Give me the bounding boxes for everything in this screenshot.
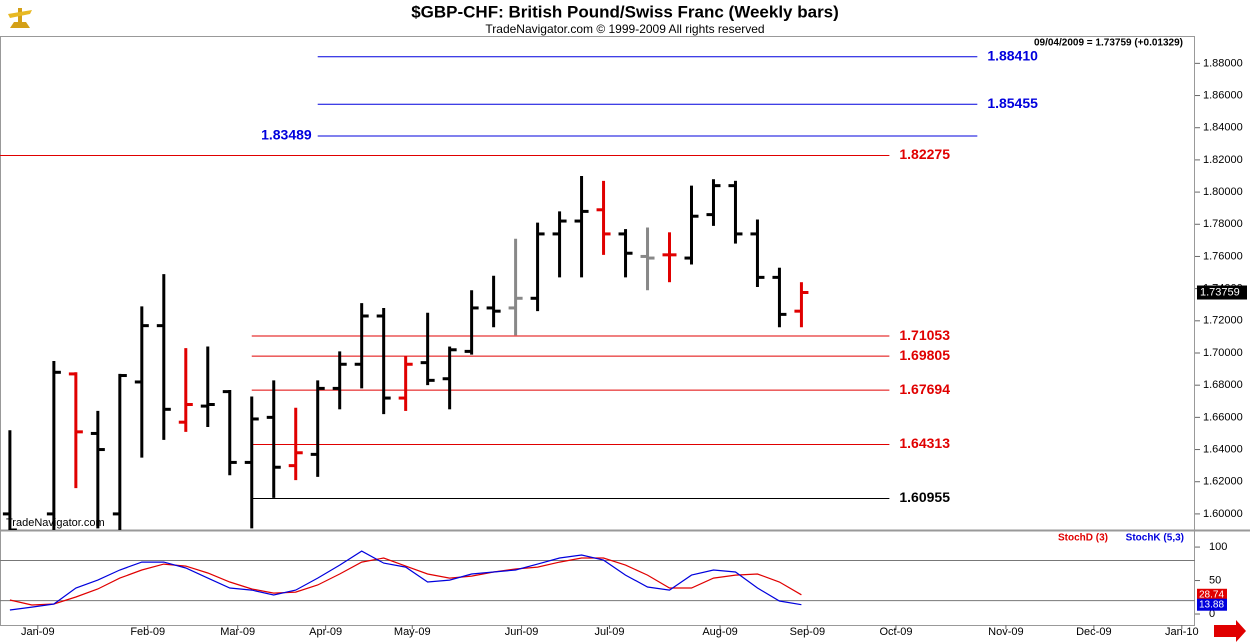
x-tick-label: Mar-09 (220, 626, 255, 638)
y-tick-label: 1.84000 (1203, 122, 1243, 134)
y-tick-label: 1.68000 (1203, 379, 1243, 391)
x-tick-label: Apr-09 (309, 626, 342, 638)
x-tick-label: Jan-09 (21, 626, 55, 638)
y-tick-label: 1.82000 (1203, 154, 1243, 166)
level-label: 1.83489 (261, 127, 312, 143)
last-price-annotation: 09/04/2009 = 1.73759 (+0.01329) (1034, 38, 1183, 49)
y-tick-label: 1.88000 (1203, 57, 1243, 69)
y-tick-label: 1.70000 (1203, 347, 1243, 359)
y-tick-label: 0 (1209, 608, 1215, 620)
series-line (9, 550, 802, 611)
x-tick-label: Jun-09 (505, 626, 539, 638)
chart-title: $GBP-CHF: British Pound/Swiss Franc (Wee… (411, 2, 839, 21)
chart-subtitle: TradeNavigator.com © 1999-2009 All right… (485, 22, 764, 36)
x-tick-label: Jul-09 (594, 626, 624, 638)
x-tick-label: Nov-09 (988, 626, 1023, 638)
last-price-box (1197, 285, 1247, 300)
plot-frame (0, 36, 1195, 626)
last-value-label: 28.74 (1199, 589, 1224, 600)
logo (8, 8, 32, 28)
y-tick-label: 1.86000 (1203, 89, 1243, 101)
level-label: 1.71053 (899, 327, 950, 343)
x-tick-label: Dec-09 (1076, 626, 1111, 638)
stochastic-panel (0, 550, 1195, 611)
level-label: 1.85455 (987, 95, 1038, 111)
y-tick-label: 50 (1209, 574, 1221, 586)
y-tick-label: 1.66000 (1203, 411, 1243, 423)
level-label: 1.64313 (899, 435, 950, 451)
y-tick-label: 1.72000 (1203, 315, 1243, 327)
x-tick-label: Feb-09 (130, 626, 165, 638)
y-tick-label: 100 (1209, 541, 1227, 553)
y-tick-label: 1.64000 (1203, 443, 1243, 455)
level-label: 1.60955 (899, 489, 950, 505)
last-value-box (1197, 588, 1227, 601)
scroll-arrow[interactable] (1214, 620, 1246, 642)
x-tick-label: Sep-09 (790, 626, 825, 638)
y-tick-label: 1.76000 (1203, 250, 1243, 262)
y-tick-label: 1.78000 (1203, 218, 1243, 230)
level-label: 1.88410 (987, 47, 1038, 63)
x-tick-label: Jan-10 (1165, 626, 1199, 638)
legend-entry: StochK (5,3) (1126, 533, 1184, 544)
x-tick-label: Aug-09 (702, 626, 737, 638)
series-line (9, 557, 802, 606)
legend-entry: StochD (3) (1058, 533, 1108, 544)
last-value-box (1197, 598, 1227, 611)
x-tick-label: May-09 (394, 626, 431, 638)
x-tick-label: Oct-09 (879, 626, 912, 638)
level-label: 1.67694 (899, 381, 950, 397)
axes: 1.60000 1.62000 1.64000 1.66000 1.68000 1.700… (21, 47, 1247, 638)
last-value-label: 13.88 (1199, 599, 1224, 610)
level-label: 1.82275 (899, 146, 950, 162)
y-tick-label: 1.62000 (1203, 476, 1243, 488)
last-price-label: 1.73759 (1200, 286, 1240, 298)
level-label: 1.69805 (899, 347, 950, 363)
price-panel (0, 56, 978, 530)
y-tick-label: 1.60000 (1203, 508, 1243, 520)
y-tick-label: 1.80000 (1203, 186, 1243, 198)
